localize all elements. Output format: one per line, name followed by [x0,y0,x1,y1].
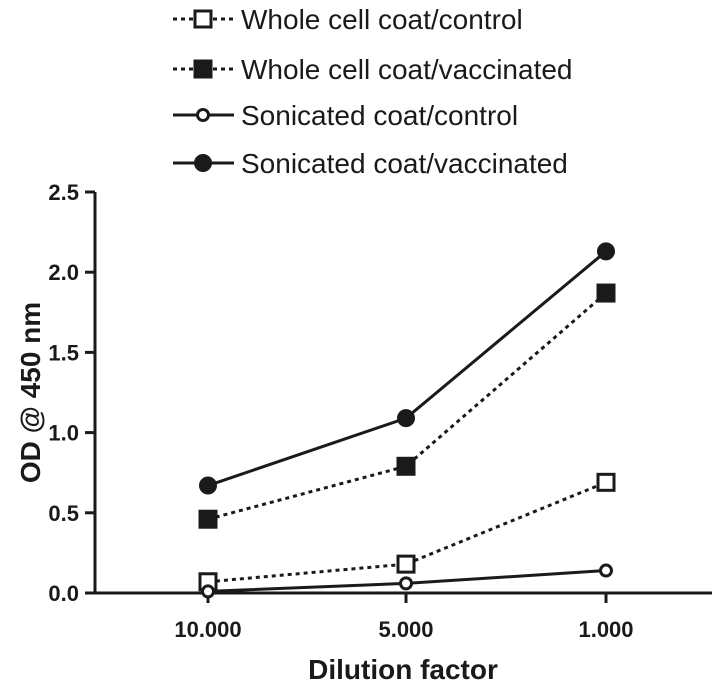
series-1 [198,472,616,592]
data-point [198,509,218,529]
y-axis-ticks: 0.0 0.5 1.0 1.5 2.0 2.5 [48,180,95,606]
x-tick-label: 1.000 [578,617,633,642]
series-2 [198,283,616,529]
legend-marker [193,9,213,29]
legend-marker [196,108,210,122]
data-point [596,283,616,303]
series-group [198,242,616,599]
legend-label: Whole cell coat/vaccinated [241,54,573,85]
legend-label: Sonicated coat/vaccinated [241,148,568,179]
y-tick-label: 2.0 [48,260,79,285]
data-point [396,456,416,476]
legend: Whole cell coat/control Whole cell coat/v… [173,4,573,179]
x-axis-ticks: 10.000 5.000 1.000 [174,593,634,642]
legend-marker [194,154,212,172]
data-point [396,554,416,574]
legend-item: Whole cell coat/control [173,4,523,35]
legend-item: Whole cell coat/vaccinated [173,54,573,85]
legend-marker [193,59,213,79]
data-point [397,409,415,428]
legend-label: Whole cell coat/control [241,4,523,35]
x-tick-label: 10.000 [174,617,241,642]
data-point [199,476,217,495]
data-point [599,563,613,578]
y-axis-title: OD @ 450 nm [15,302,46,483]
y-tick-label: 0.5 [48,501,79,526]
data-point [597,242,615,261]
series-3 [201,563,613,599]
legend-item: Sonicated coat/control [173,100,518,131]
x-axis-title: Dilution factor [308,654,498,685]
data-point [596,472,616,492]
data-point [201,584,215,599]
legend-label: Sonicated coat/control [241,100,518,131]
x-tick-label: 5.000 [378,617,433,642]
series-line [207,250,607,487]
legend-item: Sonicated coat/vaccinated [173,148,568,179]
y-tick-label: 1.5 [48,340,79,365]
series-4 [199,242,615,495]
y-tick-label: 2.5 [48,180,79,205]
series-line [207,480,607,584]
series-line [207,291,607,521]
data-point [399,576,413,591]
axes [93,192,712,595]
y-tick-label: 1.0 [48,421,79,446]
y-tick-label: 0.0 [48,581,79,606]
